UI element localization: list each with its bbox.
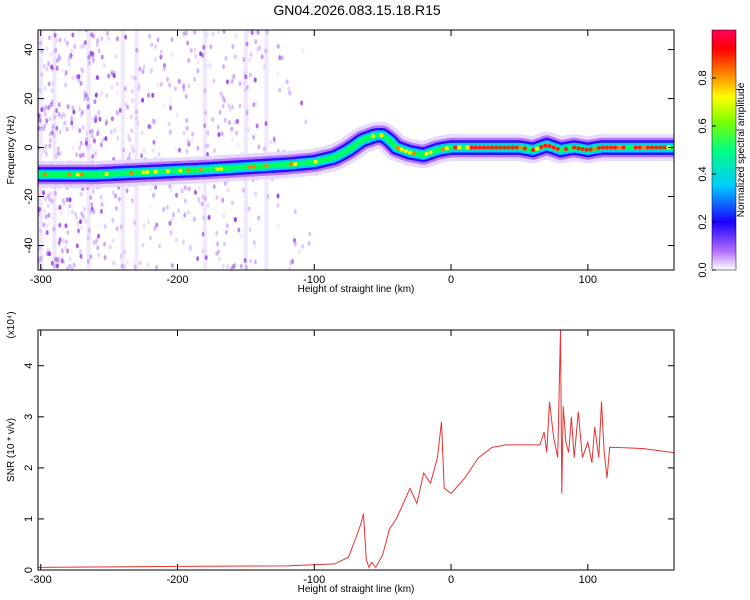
colorbar-tick-label: 0.0	[697, 262, 709, 277]
snr-x-tick-label: -200	[166, 574, 188, 586]
spectrogram-frame	[37, 29, 675, 271]
colorbar-tick-label: 0.4	[697, 166, 709, 181]
spectrogram-ridge	[38, 121, 674, 188]
spectrogram-y-tick-label: -40	[23, 238, 35, 254]
colorbar	[711, 29, 737, 271]
spectrogram-y-tick-label: 0	[23, 144, 35, 150]
colorbar-ticks: 0.0 0.2 0.4 0.6 0.8	[697, 70, 716, 278]
colorbar-tick-label: 0.8	[697, 70, 709, 85]
snr-series-line	[38, 330, 674, 569]
colorbar-tick-label: 0.6	[697, 118, 709, 133]
spectrogram-y-tick-label: -20	[23, 189, 35, 205]
snr-frame	[37, 329, 675, 571]
snr-xlabel: Height of straight line (km)	[298, 584, 415, 595]
snr-y-tick-label: 3	[23, 414, 35, 420]
snr-x-tick-label: -100	[303, 574, 325, 586]
spectrogram-xlabel: Height of straight line (km)	[298, 284, 415, 295]
snr-y-tick-label: 2	[23, 465, 35, 471]
snr-x-tick-label: 100	[579, 574, 597, 586]
snr-scale-note: (x10⁴)	[6, 311, 17, 338]
snr-x-tick-label: -300	[30, 574, 52, 586]
spectrogram-x-tick-label: -200	[166, 274, 188, 286]
spectrogram-y-tick-label: 40	[23, 43, 35, 55]
snr-y-tick-label: 1	[23, 516, 35, 522]
snr-ylabel: SNR (10 * v/v)	[6, 418, 17, 482]
colorbar-label: Normalized spectral amplitude	[736, 82, 747, 217]
snr-y-tick-label: 0	[23, 567, 35, 573]
spectrogram-x-tick-label: 0	[448, 274, 454, 286]
colorbar-tick-label: 0.2	[697, 214, 709, 229]
chart-title: GN04.2026.083.15.18.R15	[273, 2, 441, 18]
spectrogram-ylabel: Frequency (Hz)	[6, 116, 17, 185]
snr-plot-area	[38, 330, 674, 570]
spectrogram-heatmap	[38, 30, 674, 270]
spectrogram-x-tick-label: -300	[30, 274, 52, 286]
spectrogram-y-tick-label: 20	[23, 92, 35, 104]
spectrogram-x-tick-label: -100	[303, 274, 325, 286]
snr-panel: -300 -200 -100 0 100 0 1 2 3 4 Height of straight…	[6, 311, 675, 595]
snr-axes: -300 -200 -100 0 100 0 1 2 3 4	[23, 330, 674, 586]
spectrogram-noise	[38, 30, 312, 270]
snr-y-tick-label: 4	[23, 363, 35, 369]
spectrogram-x-tick-label: 100	[579, 274, 597, 286]
snr-x-tick-label: 0	[448, 574, 454, 586]
